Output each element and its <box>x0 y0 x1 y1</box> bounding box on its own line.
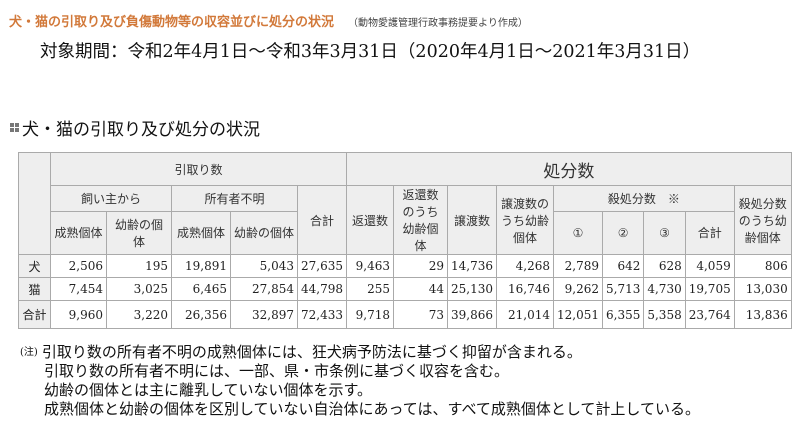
note-line: 幼齢の個体とは主に離乳していない個体を示す。 <box>44 381 373 399</box>
table-cell: 72,433 <box>297 300 347 329</box>
table-cell: 4,268 <box>496 254 554 278</box>
note-line: 引取り数の所有者不明の成熟個体には、狂犬病予防法に基づく抑留が含まれる。 <box>41 343 582 361</box>
table-cell: 5,713 <box>601 277 645 301</box>
notes: (注) 引取り数の所有者不明の成熟個体には、狂犬病予防法に基づく抑留が含まれる。 … <box>20 343 790 419</box>
header-return: 返還数 <box>346 185 394 255</box>
table-cell: 642 <box>601 254 645 278</box>
header-owner-young: 幼齢の個体 <box>106 210 172 256</box>
table-cell: 3,025 <box>106 277 172 301</box>
header-transfer-young: 譲渡数のうち幼齢個体 <box>496 185 554 255</box>
table-cell: 5,358 <box>643 300 686 329</box>
table-cell: 7,454 <box>50 277 107 301</box>
table-cell: 2,506 <box>50 254 107 278</box>
table-cell: 16,746 <box>496 277 554 301</box>
table-cell: 13,030 <box>733 277 792 301</box>
table-cell: 9,718 <box>346 300 394 329</box>
header-unknown-young: 幼齢の個体 <box>230 210 298 256</box>
table-body: 犬 2,506 195 19,891 5,043 27,635 9,463 29 14,736 4… <box>18 254 792 329</box>
header-intake-total: 合計 <box>297 185 347 255</box>
table-row: 犬 2,506 195 19,891 5,043 27,635 9,463 29 14,736 4… <box>18 254 792 278</box>
header-euth-3: ③ <box>643 210 686 256</box>
table-cell: 44 <box>393 277 448 301</box>
table-cell: 9,262 <box>553 277 603 301</box>
header-intake: 引取り数 <box>50 152 347 186</box>
table-cell: 12,051 <box>553 300 603 329</box>
row-label: 犬 <box>18 254 51 278</box>
header-euthanasia-young: 殺処分数のうち幼齢個体 <box>733 185 792 255</box>
table-cell: 6,355 <box>601 300 645 329</box>
table-cell: 4,059 <box>684 254 735 278</box>
row-label: 合計 <box>18 300 51 329</box>
source-note: （動物愛護管理行政事務提要より作成） <box>348 18 528 29</box>
intake-disposal-table: 引取り数 処分数 飼い主から 所有者不明 合計 返還数 返還数のうち幼齢個体 譲… <box>18 152 792 329</box>
note-line: 成熟個体と幼齢の個体を区別していない自治体にあっては、すべて成熟個体として計上し… <box>44 400 700 418</box>
header-owner-adult: 成熟個体 <box>50 210 107 256</box>
table-cell: 19,891 <box>171 254 231 278</box>
table-cell: 44,798 <box>297 277 347 301</box>
table-cell: 73 <box>393 300 448 329</box>
table-cell: 23,764 <box>684 300 735 329</box>
header-euthanasia: 殺処分数 ※ <box>553 185 735 212</box>
table-cell: 25,130 <box>447 277 497 301</box>
table-cell: 29 <box>393 254 448 278</box>
table-cell: 32,897 <box>230 300 298 329</box>
table-cell: 3,220 <box>106 300 172 329</box>
table-cell: 628 <box>643 254 686 278</box>
table-cell: 195 <box>106 254 172 278</box>
header-euth-2: ② <box>601 210 645 256</box>
header-euth-total: 合計 <box>684 210 735 256</box>
table-cell: 4,730 <box>643 277 686 301</box>
section-title: 犬・猫の引取り及び処分の状況 <box>22 120 260 140</box>
header-unknown-owner: 所有者不明 <box>171 185 298 212</box>
table-cell: 19,705 <box>684 277 735 301</box>
table-cell: 13,836 <box>733 300 792 329</box>
table-row: 猫 7,454 3,025 6,465 27,854 44,798 255 44 25,130 1… <box>18 277 792 301</box>
table-cell: 27,854 <box>230 277 298 301</box>
header-owner: 飼い主から <box>50 185 172 212</box>
table-cell: 21,014 <box>496 300 554 329</box>
header-unknown-adult: 成熟個体 <box>171 210 231 256</box>
table-row: 合計 9,960 3,220 26,356 32,897 72,433 9,718 73 39,… <box>18 300 792 329</box>
table-cell: 806 <box>733 254 792 278</box>
page-title: 犬・猫の引取り及び負傷動物等の収容並びに処分の状況 （動物愛護管理行政事務提要より… <box>9 11 528 30</box>
header-disposal: 処分数 <box>346 152 792 186</box>
notes-label: (注) <box>20 347 38 358</box>
header-transfer: 譲渡数 <box>447 185 497 255</box>
table-cell: 6,465 <box>171 277 231 301</box>
note-line: 引取り数の所有者不明には、一部、県・市条例に基づく収容を含む。 <box>44 362 510 380</box>
section-heading: 犬・猫の引取り及び処分の状況 <box>10 115 260 140</box>
table-cell: 14,736 <box>447 254 497 278</box>
row-label: 猫 <box>18 277 51 301</box>
table-cell: 9,463 <box>346 254 394 278</box>
target-period: 対象期間：令和2年4月1日〜令和3年3月31日（2020年4月1日〜2021年3… <box>40 42 701 62</box>
header-return-young: 返還数のうち幼齢個体 <box>393 185 448 255</box>
corner-cell <box>18 152 51 255</box>
table-cell: 9,960 <box>50 300 107 329</box>
header-euth-1: ① <box>553 210 603 256</box>
table-cell: 5,043 <box>230 254 298 278</box>
table-cell: 27,635 <box>297 254 347 278</box>
table-cell: 39,866 <box>447 300 497 329</box>
bullet-icon <box>10 123 19 132</box>
table-cell: 255 <box>346 277 394 301</box>
table-cell: 2,789 <box>553 254 603 278</box>
table-cell: 26,356 <box>171 300 231 329</box>
title-text: 犬・猫の引取り及び負傷動物等の収容並びに処分の状況 <box>9 15 335 30</box>
